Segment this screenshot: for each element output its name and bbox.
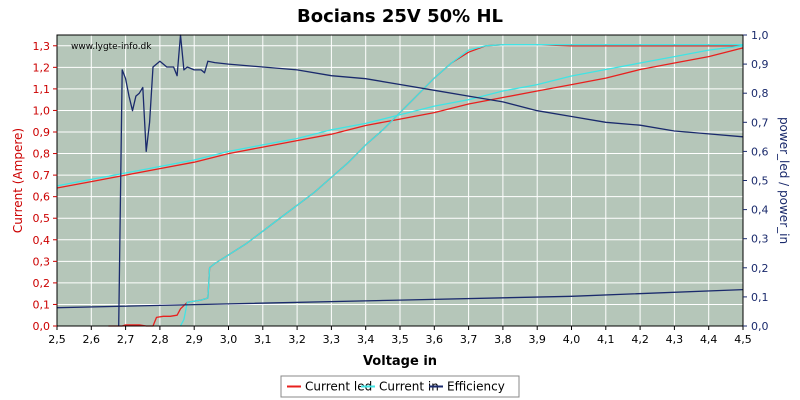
chart-title: Bocians 25V 50% HL <box>297 6 503 27</box>
y-left-tick-label: 1,3 <box>33 40 51 53</box>
x-tick-label: 2,7 <box>117 333 135 346</box>
legend-label: Current in <box>379 380 439 394</box>
x-tick-label: 2,6 <box>83 333 101 346</box>
x-tick-label: 3,0 <box>220 333 238 346</box>
x-tick-label: 2,5 <box>48 333 66 346</box>
x-tick-label: 4,4 <box>700 333 718 346</box>
y-right-tick-label: 0,8 <box>751 87 769 100</box>
y-right-tick-label: 0,5 <box>751 175 769 188</box>
x-tick-label: 4,3 <box>666 333 684 346</box>
y-axis-left-label: Current (Ampere) <box>11 128 25 233</box>
y-axis-right-label: power_led / power_in <box>777 117 791 244</box>
series-layer <box>56 34 744 327</box>
watermark: www.lygte-info.dk <box>71 42 152 52</box>
y-right-tick-label: 0,4 <box>751 204 769 217</box>
legend-box <box>280 375 520 398</box>
y-right-tick-label: 0,6 <box>751 145 769 158</box>
x-tick-label: 3,9 <box>528 333 546 346</box>
legend-label: Current led <box>305 380 372 394</box>
x-tick-label: 2,9 <box>185 333 203 346</box>
grid <box>56 35 744 327</box>
x-tick-label: 3,1 <box>254 333 272 346</box>
series-line-efficiency <box>56 288 744 309</box>
x-tick-label: 2,8 <box>151 333 169 346</box>
y-right-tick-label: 0,9 <box>751 58 769 71</box>
y-right-tick-label: 0,0 <box>751 320 769 333</box>
y-right-tick-label: 1,0 <box>751 29 769 42</box>
x-axis-label: Voltage in <box>363 354 437 369</box>
y-left-tick-label: 0,5 <box>33 212 51 225</box>
y-left-tick-label: 0,6 <box>33 191 51 204</box>
x-tick-label: 4,1 <box>597 333 615 346</box>
y-left-tick-label: 1,0 <box>33 104 51 117</box>
x-tick-label: 3,3 <box>323 333 341 346</box>
legend: Current led Current in Efficiency <box>280 375 520 398</box>
x-tick-label: 4,0 <box>563 333 581 346</box>
y-left-tick-label: 0,0 <box>33 320 51 333</box>
x-tick-label: 3,8 <box>494 333 512 346</box>
y-left-tick-label: 0,4 <box>33 234 51 247</box>
x-tick-label: 4,2 <box>631 333 649 346</box>
series-line-current-in <box>56 45 744 187</box>
y-left-tick-label: 1,1 <box>33 83 51 96</box>
series-line-current-led <box>56 47 744 189</box>
y-right-tick-label: 0,2 <box>751 262 769 275</box>
y-right-tick-label: 0,1 <box>751 291 769 304</box>
y-right-tick-label: 0,7 <box>751 116 769 129</box>
x-tick-label: 3,7 <box>460 333 478 346</box>
y-left-tick-label: 0,7 <box>33 169 51 182</box>
legend-label: Efficiency <box>447 380 505 394</box>
x-tick-label: 3,6 <box>426 333 444 346</box>
y-left-tick-label: 0,8 <box>33 148 51 161</box>
y-left-tick-label: 0,1 <box>33 298 51 311</box>
x-tick-label: 3,2 <box>288 333 306 346</box>
y-left-tick-label: 0,9 <box>33 126 51 139</box>
x-tick-label: 3,4 <box>357 333 375 346</box>
series-line-efficiency <box>118 34 744 327</box>
y-left-tick-label: 0,2 <box>33 277 51 290</box>
ticks: 2,5 2,6 2,7 2,8 2,9 3,0 3,1 3,2 3,3 3,4 3,5 3,6 3,7 3… <box>33 29 769 346</box>
series-line-current-in <box>179 44 743 327</box>
x-tick-label: 3,5 <box>391 333 409 346</box>
x-tick-label: 4,5 <box>734 333 752 346</box>
y-right-tick-label: 0,3 <box>751 233 769 246</box>
y-left-tick-label: 0,3 <box>33 255 51 268</box>
y-left-tick-label: 1,2 <box>33 61 51 74</box>
